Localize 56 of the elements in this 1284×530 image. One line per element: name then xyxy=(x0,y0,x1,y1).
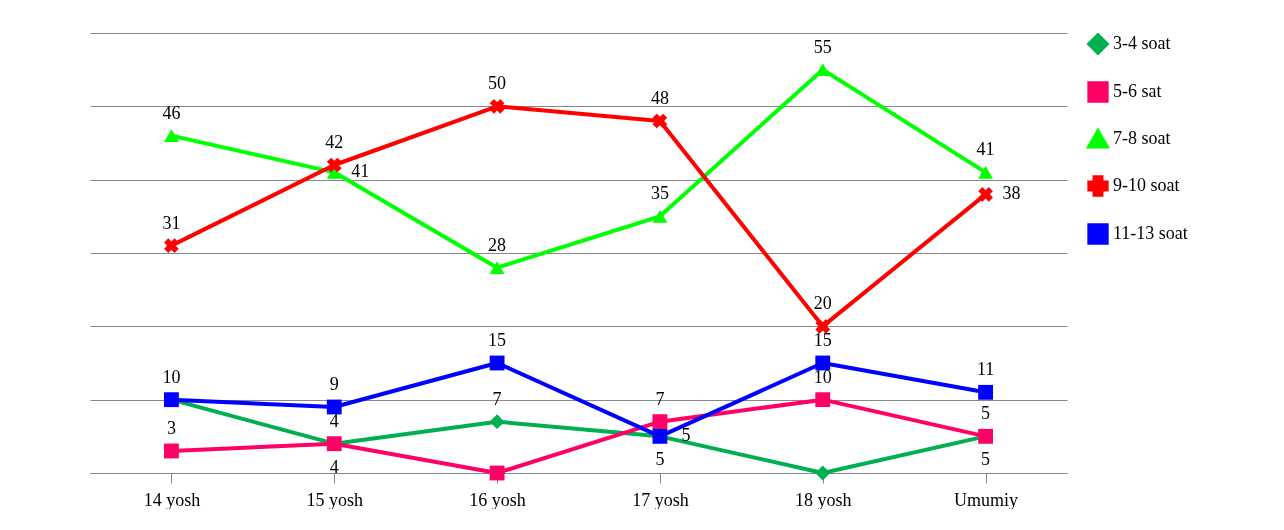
data-label: 5 xyxy=(981,449,991,470)
point xyxy=(652,414,668,430)
legend-label: 5-6 sat xyxy=(1113,81,1162,101)
x-tick-label: 15 yosh xyxy=(306,489,364,510)
data-label: 15 xyxy=(813,330,832,350)
data-label: 5 xyxy=(981,403,991,424)
point xyxy=(652,113,668,129)
data-label: 28 xyxy=(488,234,507,255)
data-label: 20 xyxy=(813,293,832,314)
data-label: 3 xyxy=(166,418,176,438)
data-label: 10 xyxy=(813,366,832,387)
point xyxy=(164,443,179,459)
legend-label: 11-13 soat xyxy=(1113,223,1188,243)
point xyxy=(815,63,831,77)
data-label: 10 xyxy=(162,366,181,387)
point xyxy=(326,157,342,173)
data-label: 41 xyxy=(976,139,995,160)
x-tick-label: 18 yosh xyxy=(794,489,852,510)
data-label: 4 xyxy=(329,456,339,477)
data-label: 48 xyxy=(650,88,669,108)
data-label: 41 xyxy=(351,161,370,182)
data-label: 55 xyxy=(813,36,832,57)
x-tick-label: 14 yosh xyxy=(143,489,201,510)
data-label: 4 xyxy=(329,410,339,431)
point xyxy=(489,98,505,114)
data-label: 42 xyxy=(325,132,344,152)
point xyxy=(815,355,831,371)
x-tick-label: Umumiy xyxy=(954,489,1019,510)
data-label: 46 xyxy=(162,102,181,123)
point xyxy=(815,318,831,334)
data-label: 11 xyxy=(976,359,995,380)
point xyxy=(489,414,505,430)
data-label: 35 xyxy=(650,183,669,204)
point xyxy=(164,129,179,143)
legend-label: 9-10 soat xyxy=(1113,175,1180,195)
data-label: 7 xyxy=(492,388,502,409)
point xyxy=(326,399,342,415)
data-label: 5 xyxy=(655,449,665,470)
data-label: 15 xyxy=(488,330,507,350)
point xyxy=(978,384,993,400)
point xyxy=(652,209,668,223)
data-label: 50 xyxy=(488,73,507,94)
data-label: 31 xyxy=(162,212,181,233)
data-label: 9 xyxy=(329,374,339,394)
legend-label: 7-8 soat xyxy=(1113,128,1171,148)
x-tick-label: 16 yosh xyxy=(469,489,526,510)
data-label: 38 xyxy=(1002,183,1021,204)
x-tick-label: 17 yosh xyxy=(632,489,689,510)
point xyxy=(489,261,505,275)
data-label: 7 xyxy=(655,388,665,409)
legend-label: 3-4 soat xyxy=(1113,33,1171,53)
point xyxy=(815,465,831,481)
point xyxy=(978,186,993,202)
point xyxy=(164,238,179,254)
point xyxy=(978,165,993,179)
point xyxy=(815,392,831,408)
